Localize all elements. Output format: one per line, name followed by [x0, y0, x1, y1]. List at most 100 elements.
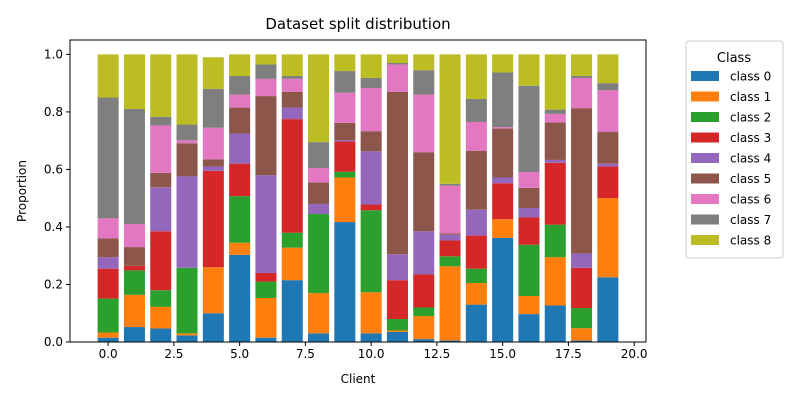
legend-swatch: [691, 173, 719, 184]
chart-title: Dataset split distribution: [265, 15, 450, 33]
y-tick-label: 0.2: [44, 277, 63, 291]
bar-segment: [176, 54, 198, 125]
bar-segment: [229, 75, 251, 95]
bar-segment: [439, 185, 461, 234]
bar-segment: [439, 183, 461, 186]
bar-segment: [544, 305, 566, 342]
bar-segment: [334, 71, 356, 93]
bar-segment: [492, 237, 514, 342]
bar-segment: [413, 307, 435, 317]
bar-segment: [308, 203, 330, 215]
bar-segment: [386, 280, 408, 319]
bar-segment: [386, 254, 408, 281]
bar-segment: [544, 159, 566, 163]
bar-segment: [202, 159, 224, 167]
bar-segment: [281, 78, 303, 92]
bar-segment: [97, 268, 119, 299]
bar-segment: [571, 253, 593, 268]
bar-segment: [150, 172, 172, 188]
legend-label: class 1: [730, 90, 771, 104]
bar-segment: [465, 98, 487, 122]
legend-swatch: [691, 235, 719, 245]
legend-swatch: [691, 112, 719, 122]
bar-segment: [518, 244, 540, 296]
bar-segment: [176, 267, 198, 334]
bar-segment: [97, 218, 119, 239]
bar-segment: [413, 94, 435, 153]
bar-segment: [202, 170, 224, 268]
y-tick-label: 0.8: [44, 105, 63, 119]
bar-segment: [544, 122, 566, 160]
bar-segment: [413, 316, 435, 340]
legend-swatch: [691, 91, 719, 102]
bar-segment: [281, 75, 303, 79]
bar-segment: [123, 265, 145, 271]
bar-segment: [97, 97, 119, 219]
bar-segment: [334, 122, 356, 141]
bar-segment: [571, 77, 593, 109]
legend-label: class 8: [730, 234, 771, 248]
x-tick-label: 20.0: [621, 347, 648, 361]
bar-segment: [413, 70, 435, 95]
y-axis-label: Proportion: [15, 160, 29, 222]
bar-segment: [176, 140, 198, 144]
bar-segment: [492, 54, 514, 73]
bar-segment: [97, 238, 119, 258]
legend-label: class 2: [730, 111, 771, 125]
bar-segment: [544, 109, 566, 114]
bar-segment: [176, 333, 198, 336]
bar-segment: [97, 54, 119, 98]
bar-segment: [150, 290, 172, 307]
bar-segment: [492, 72, 514, 128]
legend-title: Class: [717, 51, 751, 66]
bar-segment: [97, 337, 119, 342]
bar-segment: [308, 142, 330, 168]
bar-segment: [150, 306, 172, 329]
bar-segment: [492, 183, 514, 220]
bar-segment: [97, 332, 119, 338]
bar-segment: [465, 283, 487, 305]
bar-segment: [439, 240, 461, 257]
x-tick-label: 17.5: [555, 347, 582, 361]
x-tick-label: 2.5: [164, 347, 183, 361]
bar-segment: [176, 124, 198, 141]
legend: Class class 0 class 1 class 2 class 3 class …: [685, 40, 784, 259]
bar-segment: [597, 163, 619, 167]
bar-segment: [123, 294, 145, 328]
bar-segment: [386, 318, 408, 331]
bar-segment: [281, 54, 303, 76]
bar-segment: [176, 176, 198, 268]
bar-segment: [334, 171, 356, 178]
bar-segment: [308, 333, 330, 342]
bar-segment: [308, 54, 330, 143]
bar-segment: [176, 335, 198, 342]
bar-segment: [150, 187, 172, 232]
bar-segment: [571, 108, 593, 254]
x-tick-label: 7.5: [296, 347, 315, 361]
bar-segment: [571, 340, 593, 342]
bar-segment: [255, 175, 277, 273]
bar-segment: [202, 166, 224, 171]
bar-segment: [308, 167, 330, 183]
y-tick-label: 0.6: [44, 162, 63, 176]
bar-segment: [202, 313, 224, 342]
bar-segment: [597, 83, 619, 91]
bar-segment: [518, 172, 540, 188]
bar-segment: [465, 235, 487, 269]
bar-segment: [544, 113, 566, 123]
bar-segment: [518, 217, 540, 245]
bar-segment: [492, 127, 514, 129]
bar-segment: [597, 277, 619, 342]
bar-segment: [150, 116, 172, 126]
bar-segment: [439, 54, 461, 184]
bar-segment: [308, 182, 330, 204]
bar-segment: [544, 224, 566, 258]
bar-segment: [571, 328, 593, 341]
bar-segment: [123, 109, 145, 225]
bar-segment: [229, 133, 251, 164]
bar-segment: [518, 85, 540, 173]
bar-segment: [360, 292, 382, 334]
bar-segment: [360, 204, 382, 211]
bar-segment: [150, 231, 172, 291]
bar-segment: [255, 337, 277, 342]
